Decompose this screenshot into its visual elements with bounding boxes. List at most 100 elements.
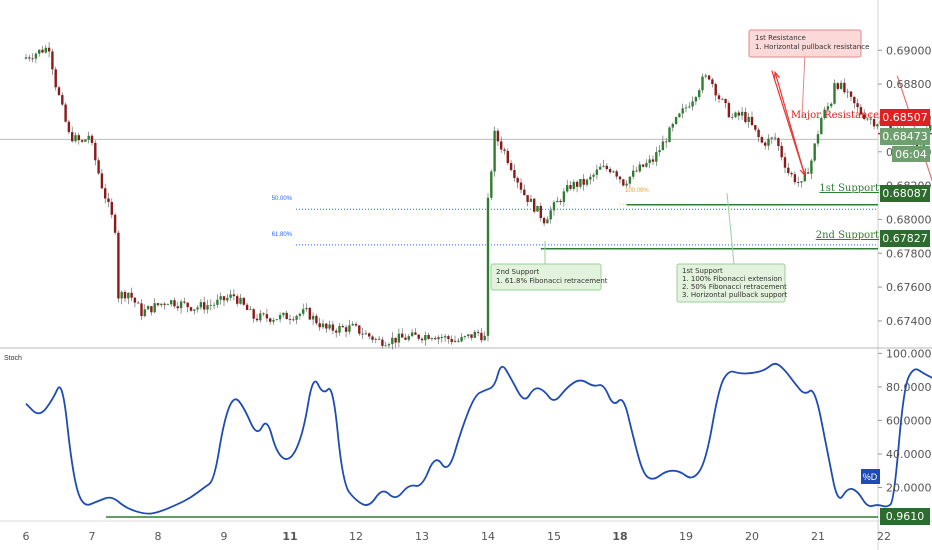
candle-body bbox=[853, 96, 856, 104]
candle-body bbox=[767, 138, 770, 146]
candle-body bbox=[305, 307, 308, 310]
badge-countdown: 06:04 bbox=[892, 146, 930, 162]
candle-body bbox=[608, 169, 612, 173]
time-tick-label: 12 bbox=[349, 530, 363, 543]
candle-body bbox=[292, 319, 295, 321]
candle-body bbox=[140, 303, 143, 316]
candle-body bbox=[239, 297, 242, 304]
candle-body bbox=[599, 166, 602, 170]
candle-body bbox=[810, 160, 813, 174]
candle-body bbox=[397, 333, 401, 343]
candle-body bbox=[44, 47, 47, 53]
candle-body bbox=[595, 169, 599, 175]
candle-body bbox=[387, 344, 391, 346]
candle-body bbox=[302, 309, 305, 314]
candle-body bbox=[737, 112, 740, 116]
candle-body bbox=[625, 183, 628, 186]
candle-body bbox=[34, 53, 38, 59]
time-tick-label: 8 bbox=[155, 530, 162, 543]
candle-body bbox=[430, 338, 434, 340]
support1-note[interactable]: 1st Support 1. 100% Fibonacci extension … bbox=[676, 192, 788, 303]
resistance-note[interactable]: 1st Resistance 1. Horizontal pullback re… bbox=[748, 29, 869, 118]
candle-body bbox=[391, 337, 394, 345]
candle-body bbox=[371, 336, 374, 340]
support2-note-line-1: 2nd Support bbox=[496, 268, 539, 276]
candle-body bbox=[377, 338, 381, 340]
candle-body bbox=[836, 83, 839, 89]
candle-body bbox=[750, 116, 754, 126]
candle-body bbox=[170, 300, 173, 305]
stoch-tick-label: 100.0000 bbox=[886, 347, 932, 360]
candle-body bbox=[556, 200, 559, 203]
candle-body bbox=[546, 219, 549, 224]
candle-body bbox=[876, 124, 879, 127]
second-support-label: 2nd Support bbox=[816, 230, 879, 241]
candle-body bbox=[582, 179, 585, 185]
candle-body bbox=[295, 315, 298, 320]
candle-body bbox=[863, 114, 866, 120]
time-tick-label: 19 bbox=[679, 530, 693, 543]
stoch-series-badge: %D bbox=[861, 469, 880, 484]
candle-body bbox=[714, 84, 717, 96]
time-tick-label: 21 bbox=[811, 530, 825, 543]
candle-body bbox=[335, 330, 338, 333]
time-tick-label: 9 bbox=[221, 530, 228, 543]
candle-body bbox=[872, 119, 876, 127]
candle-body bbox=[265, 314, 269, 319]
candle-body bbox=[773, 137, 777, 139]
candle-body bbox=[655, 152, 658, 162]
candle-body bbox=[671, 123, 674, 128]
candle-body bbox=[694, 97, 698, 102]
time-tick-label: 14 bbox=[481, 530, 495, 543]
candle-body bbox=[368, 333, 371, 337]
stoch-tick-label: 20.0000 bbox=[886, 481, 932, 494]
candle-body bbox=[212, 304, 216, 306]
candle-body bbox=[196, 307, 199, 310]
candle-body bbox=[793, 174, 797, 183]
candle-body bbox=[242, 297, 245, 305]
candle-body bbox=[721, 98, 724, 100]
candle-body bbox=[351, 324, 354, 326]
time-tick-label: 15 bbox=[547, 530, 561, 543]
candle-body bbox=[219, 296, 222, 300]
candle-body bbox=[731, 117, 734, 118]
candle-body bbox=[417, 334, 420, 339]
candle-body bbox=[513, 170, 516, 178]
candle-body bbox=[315, 315, 318, 324]
candle-body bbox=[193, 309, 196, 311]
candle-body bbox=[628, 176, 632, 184]
candle-body bbox=[424, 334, 427, 341]
candle-body bbox=[651, 159, 655, 162]
candle-body bbox=[203, 302, 206, 310]
candle-body bbox=[506, 150, 509, 163]
badge-second-support-text: 0.67827 bbox=[882, 232, 928, 245]
candle-body bbox=[575, 181, 579, 187]
candle-body bbox=[173, 300, 176, 307]
candle-body bbox=[427, 334, 430, 340]
candle-body bbox=[404, 337, 407, 340]
badge-second-support: 0.67827 bbox=[880, 230, 930, 247]
candle-body bbox=[813, 143, 816, 161]
support1-note-line-2: 1. 100% Fibonacci extension bbox=[682, 275, 782, 283]
candle-body bbox=[833, 83, 836, 104]
candle-body bbox=[777, 138, 780, 147]
candle-body bbox=[803, 172, 806, 182]
candles-layer bbox=[24, 42, 932, 350]
candle-body bbox=[764, 142, 767, 146]
candle-body bbox=[688, 106, 691, 108]
candle-body bbox=[536, 205, 539, 212]
candle-body bbox=[605, 165, 608, 170]
badge-major-resistance: 0.68507 bbox=[880, 109, 930, 126]
candle-body bbox=[262, 313, 265, 315]
candle-body bbox=[744, 111, 747, 123]
first-support-label: 1st Support bbox=[819, 183, 879, 194]
candle-body bbox=[348, 325, 351, 332]
candle-body bbox=[572, 181, 575, 189]
candle-body bbox=[189, 307, 193, 311]
candle-body bbox=[674, 117, 678, 124]
support2-note[interactable]: 2nd Support 1. 61.8% Fibonacci retraceme… bbox=[490, 241, 608, 291]
stoch-tick-label: 80.0000 bbox=[886, 381, 932, 394]
candle-body bbox=[209, 305, 212, 306]
candle-body bbox=[407, 336, 410, 340]
stoch-d-line bbox=[25, 362, 932, 515]
